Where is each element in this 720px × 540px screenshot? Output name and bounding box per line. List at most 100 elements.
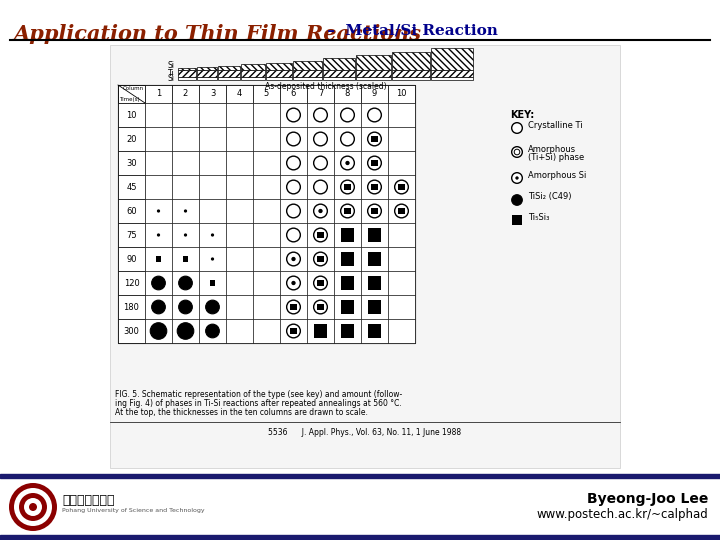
Bar [392, 70, 430, 77]
Bar [280, 175, 307, 199]
Bar [334, 85, 361, 103]
Bar [199, 103, 226, 127]
Circle shape [368, 156, 382, 170]
Bar [199, 127, 226, 151]
Text: Crystalline Ti: Crystalline Ti [528, 120, 582, 130]
Bar [334, 319, 361, 343]
Circle shape [287, 204, 300, 218]
Bar [172, 199, 199, 223]
Bar [307, 127, 334, 151]
Text: 30: 30 [126, 159, 137, 167]
Text: Si: Si [168, 74, 175, 83]
Bar [118, 103, 145, 127]
Text: Time(s): Time(s) [119, 97, 140, 102]
Circle shape [314, 228, 328, 242]
Bar [388, 151, 415, 175]
Circle shape [211, 233, 214, 237]
Bar [118, 175, 145, 199]
Text: 120: 120 [124, 279, 140, 287]
Circle shape [512, 173, 522, 183]
Circle shape [14, 488, 52, 526]
Bar [290, 328, 297, 334]
Bar [293, 77, 322, 80]
Bar [197, 70, 217, 77]
Circle shape [514, 149, 520, 155]
Circle shape [157, 233, 160, 237]
Circle shape [314, 300, 328, 314]
Circle shape [314, 180, 328, 194]
Bar [290, 304, 297, 310]
Bar [172, 151, 199, 175]
Bar [280, 103, 307, 127]
Circle shape [211, 258, 214, 261]
Bar [253, 127, 280, 151]
Text: As-deposited thickness (scaled): As-deposited thickness (scaled) [265, 82, 387, 91]
Bar [145, 271, 172, 295]
Circle shape [287, 276, 300, 290]
Bar [172, 85, 199, 103]
Circle shape [292, 281, 296, 285]
Bar [307, 295, 334, 319]
Bar [356, 77, 391, 80]
Bar [197, 77, 217, 80]
Bar [172, 127, 199, 151]
Bar [241, 70, 265, 77]
Bar [253, 85, 280, 103]
Bar [253, 295, 280, 319]
Bar [266, 77, 292, 80]
Text: –  Metal/Si Reaction: – Metal/Si Reaction [322, 24, 498, 38]
Bar [307, 85, 334, 103]
Bar [361, 85, 388, 103]
Text: 5: 5 [264, 90, 269, 98]
Bar [388, 175, 415, 199]
Bar [388, 223, 415, 247]
Bar [218, 77, 240, 80]
Circle shape [314, 108, 328, 122]
Circle shape [395, 180, 408, 194]
Text: Application to Thin Film Reactions: Application to Thin Film Reactions [14, 24, 422, 44]
Bar [368, 252, 381, 266]
Bar [178, 77, 196, 80]
Circle shape [341, 204, 354, 218]
Text: ing Fig. 4) of phases in Ti-Si reactions after repeated annealings at 560 °C.: ing Fig. 4) of phases in Ti-Si reactions… [115, 399, 402, 408]
Bar [199, 199, 226, 223]
Bar [361, 175, 388, 199]
Bar [280, 271, 307, 295]
Text: 6: 6 [291, 90, 296, 98]
Bar [199, 175, 226, 199]
Bar [307, 223, 334, 247]
Circle shape [512, 147, 522, 157]
Circle shape [512, 195, 522, 205]
Bar [226, 247, 253, 271]
Bar [266, 63, 292, 70]
Bar [372, 160, 378, 166]
Circle shape [314, 276, 328, 290]
Bar [253, 175, 280, 199]
Bar [323, 58, 355, 70]
Bar [199, 319, 226, 343]
Circle shape [287, 300, 300, 314]
Bar [341, 228, 354, 242]
Bar [210, 280, 215, 286]
Circle shape [29, 503, 37, 511]
Bar [199, 295, 226, 319]
Circle shape [512, 123, 522, 133]
Bar [0, 474, 720, 478]
Bar [280, 199, 307, 223]
Circle shape [9, 483, 57, 531]
Text: TiSi₂ (C49): TiSi₂ (C49) [528, 192, 572, 201]
Bar [218, 70, 240, 77]
Bar [226, 85, 253, 103]
Bar [118, 271, 145, 295]
Bar [361, 199, 388, 223]
Bar [334, 247, 361, 271]
Bar [226, 151, 253, 175]
Bar [361, 223, 388, 247]
Text: 75: 75 [126, 231, 137, 240]
Bar [293, 61, 322, 70]
Bar [398, 208, 405, 214]
Bar [226, 199, 253, 223]
Bar [356, 55, 391, 70]
Bar [118, 151, 145, 175]
Bar [118, 295, 145, 319]
